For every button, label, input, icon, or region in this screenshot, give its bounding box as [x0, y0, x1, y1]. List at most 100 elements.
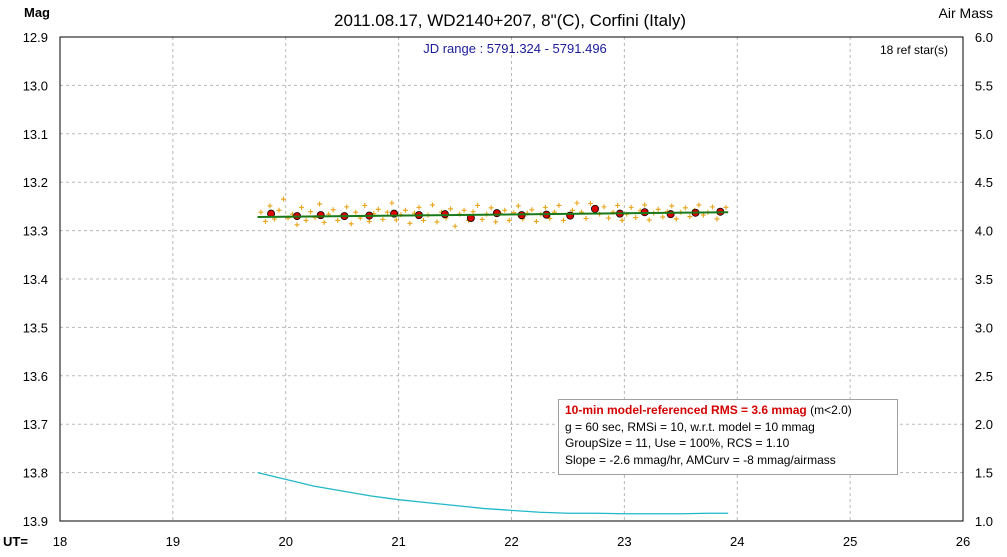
x-tick-label: 22 [504, 534, 518, 549]
binned-point [666, 210, 675, 219]
x-tick-label: 19 [166, 534, 180, 549]
observation-point [682, 205, 688, 211]
airmass-curve [257, 471, 729, 515]
y-right-tick-label: 3.0 [975, 320, 993, 335]
observation-point [646, 217, 652, 223]
observation-point [660, 214, 666, 220]
observation-point [267, 203, 273, 209]
y-right-tick-label: 2.5 [975, 369, 993, 384]
observation-point [416, 204, 422, 210]
y-right-tick-label: 5.0 [975, 127, 993, 142]
observation-point [709, 204, 715, 210]
observation-point [673, 216, 679, 222]
x-tick-label: 20 [279, 534, 293, 549]
y-right-tick-label: 1.0 [975, 514, 993, 529]
observation-point [619, 217, 625, 223]
y-right-tick-label: 4.0 [975, 224, 993, 239]
x-tick-label: 25 [843, 534, 857, 549]
observation-point [628, 204, 634, 210]
y-right-tick-label: 1.5 [975, 466, 993, 481]
observation-point [687, 214, 693, 220]
observation-point [448, 206, 454, 212]
observation-point [299, 204, 305, 210]
observation-point [583, 216, 589, 221]
observation-point [669, 203, 675, 209]
observation-point [601, 204, 607, 210]
observation-point [407, 220, 413, 226]
observation-point [560, 217, 566, 223]
grid [60, 37, 963, 521]
y-right-tick-label: 3.5 [975, 272, 993, 287]
x-axis-label: UT= [3, 534, 28, 549]
observation-point [493, 219, 499, 225]
plot-frame [59, 36, 964, 522]
observation-point [506, 217, 512, 223]
y-left-tick-label: 13.3 [23, 224, 48, 239]
observation-point [502, 207, 508, 213]
x-tick-label: 26 [956, 534, 970, 549]
chart-subtitle: JD range : 5791.324 - 5791.496 [423, 41, 607, 56]
observation-point [335, 217, 341, 223]
observation-point [389, 200, 395, 206]
observation-point [714, 216, 720, 222]
observation-point [276, 207, 282, 213]
observation-point [475, 202, 481, 208]
observation-point [542, 204, 548, 210]
y-left-tick-label: 13.9 [23, 514, 48, 529]
x-tick-label: 21 [391, 534, 405, 549]
y-axis-left-label: Mag [24, 5, 50, 20]
y-left-tick-label: 13.2 [23, 175, 48, 190]
binned-point [316, 211, 325, 220]
observation-point [470, 209, 476, 215]
observation-point [633, 215, 639, 221]
observation-point [294, 222, 300, 228]
observation-point [308, 209, 314, 215]
observation-point [515, 203, 521, 209]
statistics-line-1: 10-min model-referenced RMS = 3.6 mmag (… [565, 402, 891, 419]
y-right-tick-label: 4.5 [975, 175, 993, 190]
observation-point [262, 218, 268, 224]
y-right-tick-label: 5.5 [975, 78, 993, 93]
observation-point [330, 207, 336, 213]
observation-point [655, 206, 661, 212]
chart-title: 2011.08.17, WD2140+207, 8"(C), Corfini (… [334, 11, 686, 30]
observation-point [461, 207, 467, 213]
observation-point [615, 202, 621, 208]
model-fit-line [257, 211, 729, 219]
observation-point [280, 196, 286, 202]
observation-point [569, 207, 575, 213]
rms-condition: (m<2.0) [806, 403, 852, 417]
observation-point [321, 219, 327, 225]
y-left-tick-label: 13.8 [23, 466, 48, 481]
y-right-tick-label: 2.0 [975, 417, 993, 432]
ref-stars-label: 18 ref star(s) [880, 43, 948, 57]
observation-point [348, 221, 354, 227]
x-tick-label: 23 [617, 534, 631, 549]
observation-point [556, 202, 562, 208]
y-left-tick-label: 13.6 [23, 369, 48, 384]
observation-point [384, 209, 390, 215]
y-left-tick-label: 13.1 [23, 127, 48, 142]
observation-point [696, 202, 702, 208]
observation-point [353, 209, 359, 215]
binned-point [492, 209, 501, 218]
observation-point [375, 206, 381, 212]
y-left-tick-label: 12.9 [23, 30, 48, 45]
observation-point [479, 216, 485, 222]
observation-point [488, 205, 494, 211]
y-left-tick-label: 13.5 [23, 320, 48, 335]
statistics-line-2: g = 60 sec, RMSi = 10, w.r.t. model = 10… [565, 419, 815, 434]
observation-point [606, 215, 612, 221]
observation-point [258, 209, 264, 215]
observation-point [393, 217, 399, 223]
observation-point [420, 217, 426, 223]
observation-point [533, 218, 539, 224]
statistics-box: 10-min model-referenced RMS = 3.6 mmag (… [558, 399, 898, 475]
x-tick-label: 18 [53, 534, 67, 549]
observation-point [434, 219, 440, 225]
statistics-line-4: Slope = -2.6 mmag/hr, AMCurv = -8 mmag/a… [565, 452, 836, 467]
x-tick-label: 24 [730, 534, 744, 549]
observation-point [344, 204, 350, 210]
observation-point [380, 216, 386, 222]
